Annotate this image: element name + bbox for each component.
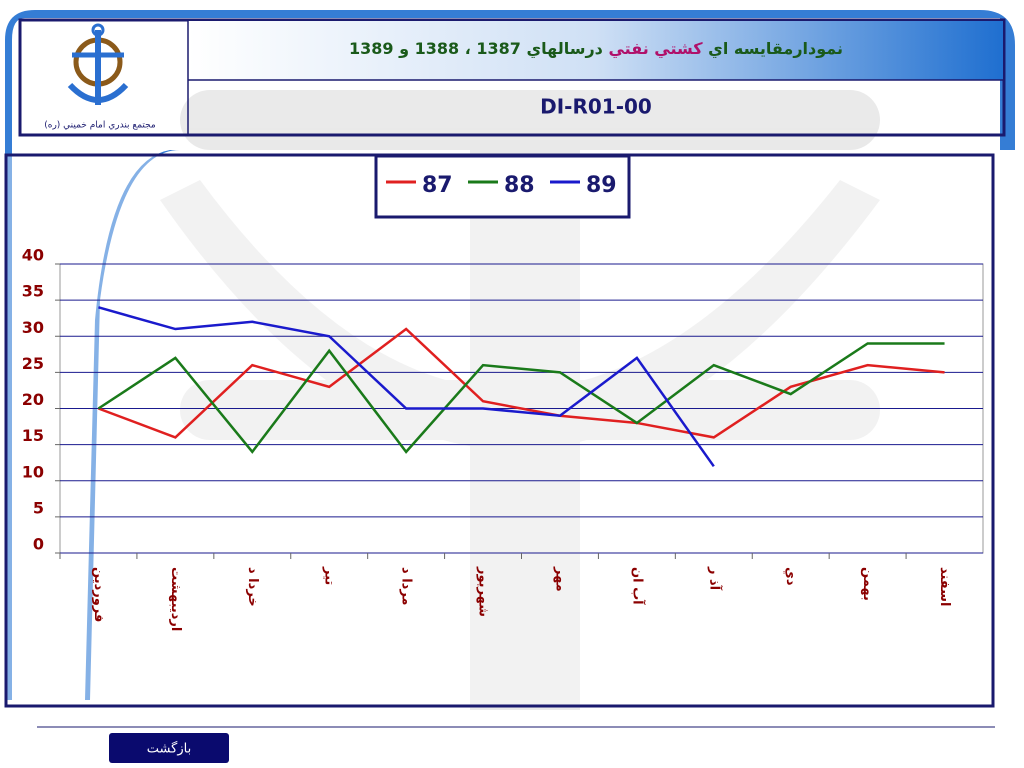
y-tick-label: 40 <box>22 246 44 265</box>
legend-label: 87 <box>422 173 453 198</box>
x-tick-label: تير <box>322 566 337 585</box>
title-part: كشتي نفتي <box>608 39 703 59</box>
x-tick-label: دي <box>783 567 798 586</box>
title-part: نمودارمقايسه اي <box>708 39 843 59</box>
background-panel <box>12 18 1000 700</box>
organization-name: مجتمع بندري امام خميني (ره) <box>44 121 156 131</box>
x-tick-label: فروردين <box>91 567 106 622</box>
y-tick-label: 5 <box>33 498 44 517</box>
y-tick-label: 15 <box>22 426 44 445</box>
series-line <box>97 342 945 454</box>
y-tick-label: 20 <box>22 390 44 409</box>
legend-box <box>374 154 631 219</box>
x-tick-label: مهر <box>552 566 567 592</box>
back-button[interactable] <box>109 733 229 763</box>
logo <box>67 23 129 105</box>
y-tick-label: 35 <box>22 282 44 301</box>
header-title: نمودارمقايسه اي كشتي نفتي درسالهاي 1387 … <box>349 39 843 59</box>
x-tick-label: شهريور <box>476 566 491 617</box>
legend-label: 88 <box>504 173 535 198</box>
document-code: DI-R01-00 <box>540 95 652 119</box>
back-button-label[interactable]: بازگشت <box>147 741 191 757</box>
x-tick-label: آب ان <box>629 567 646 605</box>
x-tick-label: مردا د <box>399 567 414 605</box>
y-tick-label: 10 <box>22 462 44 481</box>
x-tick-label: اسفند <box>937 567 952 606</box>
series-line <box>98 306 715 468</box>
x-tick-label: بهمن <box>860 567 875 601</box>
header-title-cell <box>188 21 1003 80</box>
x-tick-label: ارديبهشت <box>168 567 183 631</box>
y-tick-label: 0 <box>33 535 44 554</box>
legend-label: 89 <box>586 173 617 198</box>
header-frame <box>18 18 1006 137</box>
title-part: درسالهاي 1387 ، 1388 و 1389 <box>349 39 603 59</box>
series-line <box>98 327 945 439</box>
x-tick-label: آذ ر <box>706 566 723 591</box>
y-tick-label: 30 <box>22 318 44 337</box>
x-tick-label: خردا د <box>245 567 260 607</box>
y-tick-label: 25 <box>22 354 44 373</box>
